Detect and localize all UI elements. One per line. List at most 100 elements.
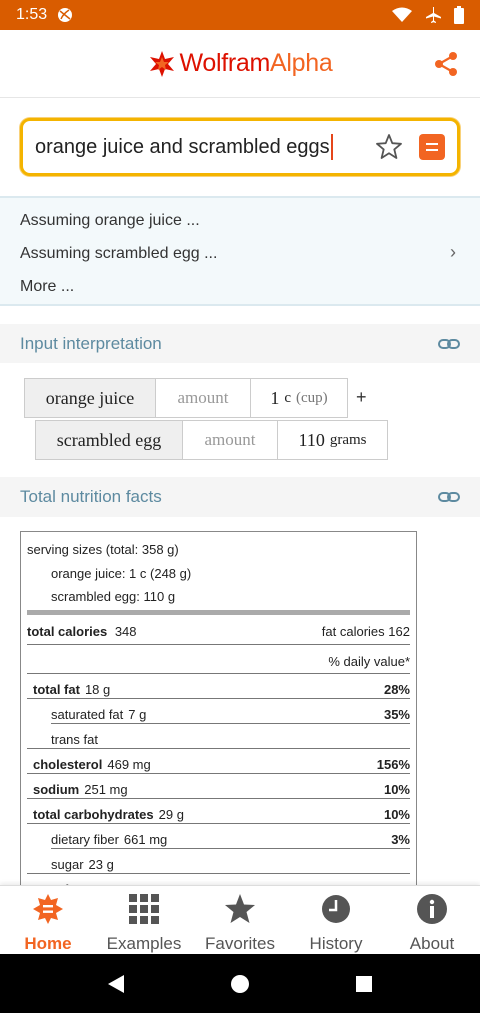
wolfram-spikey-icon [149,50,174,77]
nutrient-row: sugar 23 g [51,857,410,872]
divider [51,723,410,724]
nutrient-row: trans fat [51,732,410,747]
link-icon[interactable] [438,333,460,355]
home-circle-icon[interactable] [230,974,250,994]
pod-header-input-interpretation: Input interpretation [0,324,480,364]
grid-icon [127,892,161,926]
nutrient-row: cholesterol 469 mg 156% [33,757,410,772]
search-box[interactable]: orange juice and scrambled eggs [20,118,460,176]
divider [27,698,410,699]
total-calories-value: 348 [114,624,137,639]
nutrient-row: total fat 18 g 28% [33,682,410,697]
nutrient-amount: 29 g [158,807,184,822]
fat-calories-group: fat calories 162 [322,624,410,639]
search-input-text: orange juice and scrambled eggs [35,135,330,158]
divider [27,748,410,749]
status-bar: 1:53 [0,0,480,30]
link-icon[interactable] [438,486,460,508]
nutrient-name: saturated fat [51,707,124,722]
nav-home[interactable]: Home [0,886,96,955]
fat-calories-value: 162 [388,624,410,639]
wifi-icon [392,7,412,22]
nutrient-amount: 23 g [88,857,114,872]
pod-title-input-interpretation: Input interpretation [20,334,162,353]
nav-favorites[interactable]: Favorites [192,886,288,955]
nav-label: History [309,934,363,953]
divider [27,873,410,874]
nav-about[interactable]: About [384,886,480,955]
fat-calories-label: fat calories [321,624,385,639]
nav-label: About [409,934,455,953]
total-calories-row: total calories 348 fat calories 162 [27,624,410,639]
nutrient-row: total carbohydrates 29 g 10% [33,807,410,822]
star-icon [223,892,257,926]
clock-icon [319,892,353,926]
wolfram-alpha-logo: WolframAlpha [148,49,333,78]
nav-label: Home [24,934,72,953]
share-icon[interactable] [432,50,460,78]
assumption-orange-juice[interactable]: Assuming orange juice ... [20,212,200,229]
nutrient-amount: 661 mg [123,832,168,847]
nutrient-name: sodium [33,782,80,797]
nutrient-name: dietary fiber [51,832,119,847]
interp-value-unit: grams [329,431,367,448]
interp-label-amount: amount [155,378,251,418]
status-time: 1:53 [16,6,48,23]
nutrient-row: saturated fat 7 g 35% [51,707,410,722]
nutrient-name: sugar [51,857,84,872]
star-outline-icon[interactable] [375,133,403,161]
assumption-more[interactable]: More ... [20,278,75,295]
pod-title-total-nutrition: Total nutrition facts [20,487,162,506]
nutrient-amount: 18 g [84,682,111,697]
interp-value-number: 110 [298,429,325,450]
search-input[interactable]: orange juice and scrambled eggs [35,134,375,160]
interp-item-orange-juice: orange juice [24,378,156,418]
chevron-right-icon[interactable]: › [450,242,456,262]
home-icon [31,892,65,926]
interp-item-scrambled-egg: scrambled egg [35,420,183,460]
divider [27,773,410,774]
nutrient-row: dietary fiber 661 mg 3% [51,832,410,847]
back-icon[interactable] [106,974,126,994]
nutrient-name: total fat [33,682,80,697]
divider [27,644,410,645]
divider-thick [27,610,410,615]
interp-value-unit-note: (cup) [296,389,328,406]
assumption-scrambled-egg[interactable]: Assuming scrambled egg ... [20,245,218,262]
info-icon [415,892,449,926]
nutrient-name: total carbohydrates [33,807,154,822]
logo-alpha-text: Alpha [270,49,333,77]
sports-ball-icon [58,8,73,22]
assumptions-panel[interactable]: Assuming orange juice ... Assuming scram… [0,196,480,306]
search-area: orange juice and scrambled eggs [0,99,480,196]
interp-plus: + [356,387,367,407]
divider [27,673,410,674]
recents-icon[interactable] [354,974,374,994]
nav-history[interactable]: History [288,886,384,955]
system-nav-bar [0,954,480,1013]
app-header: WolframAlpha [0,30,480,98]
nutrient-daily-value: 10% [383,807,410,822]
nutrient-daily-value: 35% [383,707,410,722]
interp-value-unit: c [284,389,291,406]
nav-label: Examples [106,934,182,953]
equals-icon[interactable] [419,134,445,160]
nutrition-facts-label: serving sizes (total: 358 g) orange juic… [20,531,417,891]
serving-item: orange juice: 1 c (248 g) [51,566,192,581]
airplane-icon [426,7,441,23]
interp-value-scrambled-egg: 110 grams [277,420,388,460]
logo-wolfram-text: Wolfram [179,49,271,77]
daily-value-label: % daily value* [328,654,410,669]
nutrient-daily-value: 10% [383,782,410,797]
nutrient-amount: 469 mg [107,757,151,772]
divider [27,798,410,799]
nav-examples[interactable]: Examples [96,886,192,955]
interp-value-number: 1 [270,387,280,408]
nutrient-amount: 251 mg [84,782,128,797]
nutrient-daily-value: 156% [376,757,410,772]
serving-item: scrambled egg: 110 g [51,589,176,604]
divider [51,848,410,849]
nav-label: Favorites [205,934,275,953]
nutrient-amount: 7 g [128,707,147,722]
divider [27,823,410,824]
